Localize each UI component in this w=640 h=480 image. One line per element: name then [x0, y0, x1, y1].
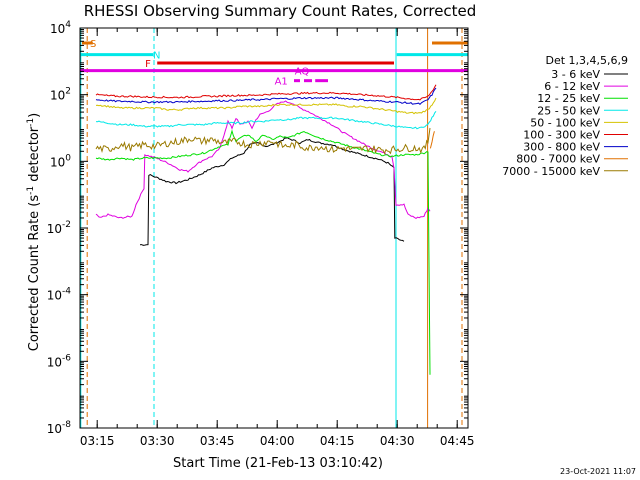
- y-tick-label: 100: [50, 153, 71, 169]
- legend-entry-label: 6 - 12 keV: [544, 80, 600, 93]
- status-bar-label: F: [145, 59, 151, 70]
- x-tick-label: 04:30: [380, 434, 415, 448]
- series-line: [429, 131, 435, 149]
- legend-entry-label: 800 - 7000 keV: [516, 153, 600, 166]
- series-line: [139, 137, 405, 246]
- x-tick-label: 04:00: [260, 434, 295, 448]
- legend-entry-label: 7000 - 15000 keV: [502, 165, 600, 178]
- legend-entry-label: 50 - 100 keV: [530, 116, 600, 129]
- x-tick-label: 04:45: [440, 434, 475, 448]
- series-line: [95, 97, 437, 115]
- y-tick-label: 10-8: [47, 420, 72, 436]
- y-tick-label: 10-2: [47, 220, 71, 236]
- x-tick-label: 04:15: [320, 434, 355, 448]
- status-bar-label: A1: [275, 77, 288, 88]
- y-tick-label: 104: [50, 20, 71, 36]
- y-tick-label: 10-6: [47, 353, 72, 369]
- plot-area: S NF AQ A1: [80, 28, 468, 428]
- series-line: [95, 129, 431, 375]
- status-bar-label: S: [90, 39, 96, 50]
- x-tick-label: 03:45: [200, 434, 235, 448]
- y-tick-label: 102: [50, 87, 71, 103]
- series-line: [95, 87, 437, 105]
- x-tick-label: 03:30: [140, 434, 175, 448]
- series-line: [95, 84, 437, 101]
- axes: 104 102 100 10-2 10-4 10-6 10-8 03:15 03:30 03:45…: [47, 20, 475, 448]
- plot-inner: [80, 28, 468, 428]
- y-axis-label: Corrected Count Rate (s-1 detector-1): [26, 113, 42, 351]
- x-axis-label: Start Time (21-Feb-13 03:10:42): [173, 456, 383, 471]
- y-tick-label: 10-4: [47, 287, 72, 303]
- series-line: [95, 110, 437, 130]
- series-line: [95, 127, 431, 155]
- legend-entry-label: 300 - 800 keV: [523, 141, 600, 154]
- status-bar-label: AQ: [295, 67, 310, 78]
- plot-frame: [79, 27, 469, 429]
- legend-entry-label: 25 - 50 keV: [537, 104, 600, 117]
- legend-title: Det 1,3,4,5,6,9: [545, 54, 628, 67]
- legend-entry-label: 100 - 300 keV: [523, 129, 600, 142]
- status-bar-label: N: [153, 51, 160, 62]
- timestamp: 23-Oct-2021 11:07: [560, 467, 636, 476]
- legend-entry-label: 3 - 6 keV: [551, 68, 600, 81]
- x-tick-label: 03:15: [80, 434, 115, 448]
- legend-entry-label: 12 - 25 keV: [537, 92, 600, 105]
- chart-title: RHESSI Observing Summary Count Rates, Co…: [84, 2, 477, 20]
